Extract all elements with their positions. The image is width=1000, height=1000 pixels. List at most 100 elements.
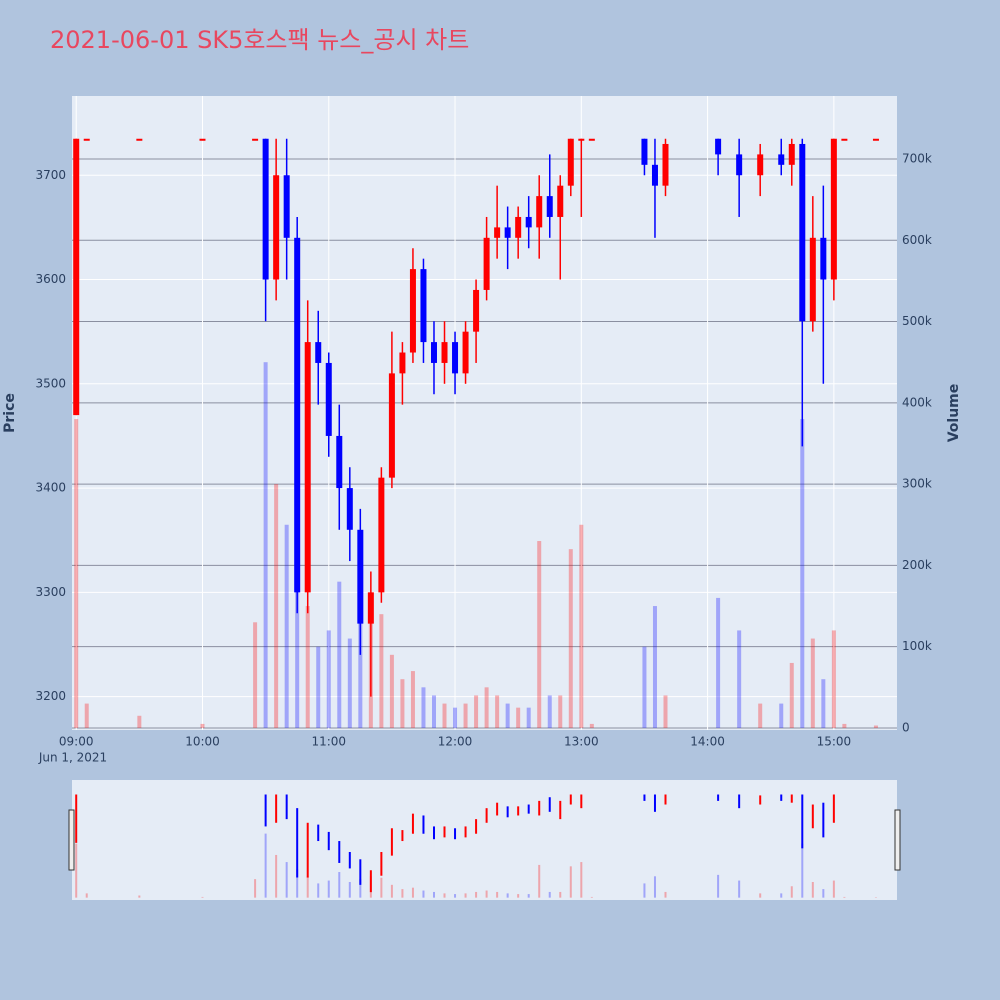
- mini-volume-bar: [390, 884, 393, 898]
- y-axis-title: Price: [2, 393, 18, 433]
- mini-volume-bar: [759, 893, 762, 898]
- y-tick-label: 3700: [35, 168, 66, 182]
- candle-body: [315, 342, 322, 363]
- range-slider[interactable]: [72, 780, 897, 900]
- volume-bar: [663, 695, 668, 728]
- candle-body: [336, 435, 343, 489]
- mini-volume-bar: [422, 890, 425, 898]
- volume-bar: [400, 679, 405, 728]
- mini-volume-bar: [285, 862, 288, 898]
- mini-volume-bar: [359, 879, 362, 898]
- candle-body: [441, 342, 448, 363]
- volume-bar: [410, 671, 415, 728]
- volume-bar: [547, 695, 552, 728]
- mini-volume-bar: [506, 893, 509, 898]
- candle-body: [473, 289, 480, 332]
- volume-bar: [200, 723, 205, 728]
- candle-body: [294, 237, 301, 593]
- candle-body: [546, 196, 553, 217]
- candle-body: [778, 154, 785, 165]
- candle-body: [420, 269, 427, 343]
- candle-body: [841, 138, 848, 141]
- candle-body: [536, 196, 543, 228]
- mini-volume-bar: [548, 891, 551, 898]
- candle-body: [136, 138, 143, 141]
- volume-bar: [642, 646, 647, 728]
- x-tick-label: 12:00: [438, 735, 473, 749]
- candle-body: [430, 342, 437, 363]
- volume-bar: [558, 695, 563, 728]
- candle-body: [715, 138, 722, 155]
- mini-volume-bar: [264, 833, 267, 898]
- y2-tick-label: 200k: [902, 558, 932, 572]
- candle-body: [462, 331, 469, 374]
- mini-volume-bar: [790, 886, 793, 898]
- volume-bar: [516, 707, 521, 728]
- mini-volume-bar: [538, 864, 541, 898]
- range-handle-left[interactable]: [68, 809, 75, 871]
- candle-body: [273, 175, 280, 280]
- volume-bar: [831, 630, 836, 728]
- candle-body: [252, 138, 259, 141]
- mini-volume-bar: [454, 894, 457, 898]
- mini-volume-bar: [822, 889, 825, 898]
- mini-volume-bar: [801, 843, 804, 898]
- volume-bar: [84, 703, 89, 728]
- mini-volume-bar: [717, 874, 720, 898]
- volume-bar: [800, 419, 805, 728]
- y2-tick-label: 600k: [902, 233, 932, 247]
- mini-volume-bar: [401, 889, 404, 898]
- mini-volume-bar: [643, 883, 646, 898]
- volume-bar: [137, 715, 142, 728]
- volume-bar: [568, 549, 573, 728]
- x-tick-label: 14:00: [690, 735, 725, 749]
- y2-tick-label: 700k: [902, 151, 932, 165]
- mini-volume-bar: [780, 893, 783, 898]
- volume-bar: [379, 614, 384, 728]
- mini-volume-bar: [569, 866, 572, 898]
- candle-body: [262, 138, 269, 280]
- volume-bar: [474, 695, 479, 728]
- mini-volume-bar: [443, 893, 446, 898]
- volume-bar: [316, 646, 321, 728]
- plot-area: [72, 96, 897, 730]
- volume-bar: [463, 703, 468, 728]
- x-tick-label: 15:00: [817, 735, 852, 749]
- range-handle-right[interactable]: [894, 809, 901, 871]
- candle-body: [578, 138, 585, 141]
- mini-volume-bar: [138, 895, 141, 898]
- candle-body: [809, 237, 816, 322]
- mini-volume-bar: [527, 894, 530, 898]
- y-tick-label: 3600: [35, 272, 66, 286]
- mini-volume-bar: [411, 887, 414, 898]
- volume-bar: [347, 638, 352, 728]
- mini-volume-bar: [517, 894, 520, 898]
- candle-body: [83, 138, 90, 141]
- x-tick-label: 10:00: [185, 735, 220, 749]
- candle-body: [641, 138, 648, 165]
- y2-tick-label: 100k: [902, 639, 932, 653]
- mini-volume-bar: [496, 891, 499, 898]
- volume-bar: [537, 541, 542, 728]
- volume-bar: [326, 630, 331, 728]
- candle-body: [199, 138, 206, 141]
- candle-body: [378, 477, 385, 593]
- volume-bar: [389, 654, 394, 728]
- volume-bar: [74, 419, 79, 728]
- mini-volume-bar: [590, 896, 593, 898]
- candle-body: [504, 227, 511, 238]
- y2-axis-title: Volume: [946, 384, 962, 443]
- volume-bar: [821, 679, 826, 728]
- volume-bar: [484, 687, 489, 728]
- candle-body: [736, 154, 743, 176]
- volume-bar: [295, 565, 300, 728]
- volume-bar: [263, 362, 268, 728]
- candle-body: [409, 269, 416, 353]
- candle-body: [757, 154, 764, 176]
- candle-body: [452, 342, 459, 374]
- candle-body: [283, 175, 290, 238]
- mini-volume-bar: [296, 869, 299, 898]
- y2-tick-label: 400k: [902, 395, 932, 409]
- volume-bar: [737, 630, 742, 728]
